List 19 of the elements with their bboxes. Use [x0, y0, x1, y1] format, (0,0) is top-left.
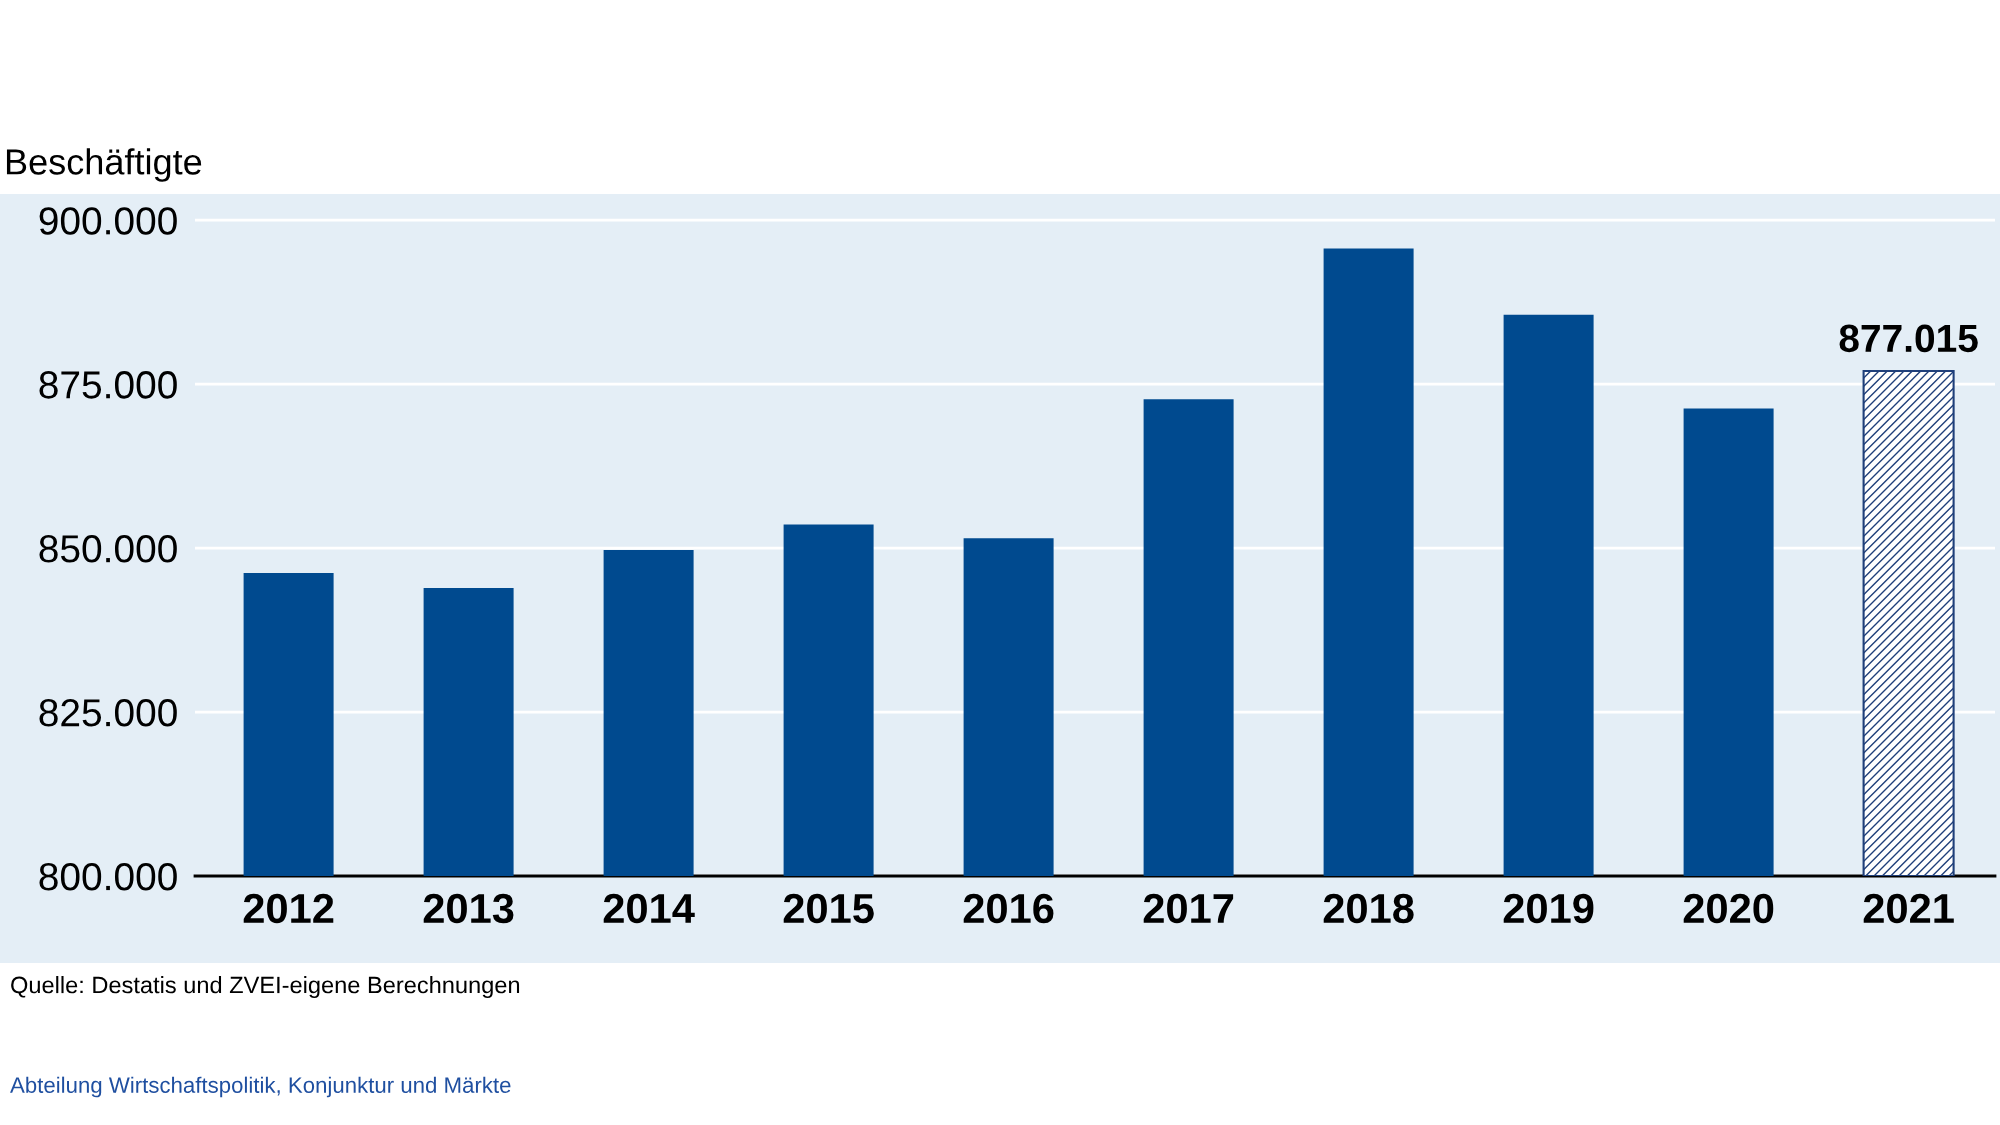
x-tick-label: 2015 — [783, 893, 874, 924]
y-tick-label: 875.000 — [39, 371, 177, 399]
y-tick-label: 825.000 — [39, 698, 177, 727]
data-label: 877.015 — [1839, 324, 1978, 353]
source-note: Quelle: Destatis und ZVEI-eigene Berechnungen — [11, 975, 520, 999]
y-tick-label: 900.000 — [39, 207, 177, 235]
y-axis-title: Beschäftigte — [6, 148, 202, 182]
x-tick-label: 2019 — [1503, 893, 1594, 924]
x-tick-label: 2020 — [1683, 893, 1774, 924]
y-tick-label: 850.000 — [39, 535, 177, 563]
y-tick-label: 800.000 — [39, 862, 177, 891]
text: Abteilung Wirtschaftspolitik, Konjunktur und Märkte — [10, 1076, 511, 1098]
x-tick-label: 2021 — [1863, 893, 1954, 924]
x-tick-label: 2014 — [603, 893, 695, 924]
x-tick-label: 2016 — [963, 893, 1054, 924]
x-tick-label: 2018 — [1323, 893, 1414, 924]
x-tick-label: 2017 — [1143, 893, 1234, 924]
x-tick-label: 2012 — [243, 893, 334, 924]
x-tick-label: 2013 — [423, 893, 514, 924]
